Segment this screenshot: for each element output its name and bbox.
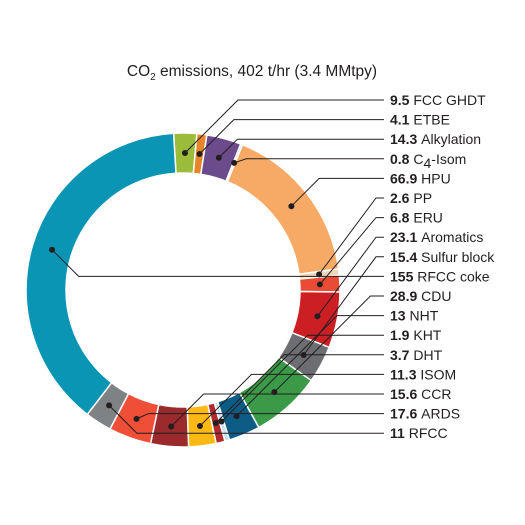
label-nht: 13 NHT xyxy=(390,308,439,324)
label-value: 1.9 xyxy=(390,327,413,343)
label-sulfur-block: 15.4 Sulfur block xyxy=(390,249,495,265)
label-value: 13 xyxy=(390,308,409,324)
leader-line-cdu xyxy=(273,295,384,393)
label-alkylation: 14.3 Alkylation xyxy=(390,131,481,147)
label-c4-isom: 0.8 C4-Isom xyxy=(390,151,466,171)
label-aromatics: 23.1 Aromatics xyxy=(390,229,483,245)
label-etbe: 4.1 ETBE xyxy=(390,112,450,128)
leader-line-eru xyxy=(319,217,384,285)
label-value: 11 xyxy=(390,425,409,441)
label-name: HPU xyxy=(421,170,451,186)
label-name: NHT xyxy=(409,308,438,324)
leader-line-c4-isom xyxy=(234,158,384,164)
label-value: 155 xyxy=(390,268,417,284)
label-name: ISOM xyxy=(420,366,456,382)
label-name: PP xyxy=(413,190,432,206)
label-ards: 17.6 ARDS xyxy=(390,406,460,422)
leader-line-nht xyxy=(236,315,384,417)
chart-title-rest: emissions, 402 t/hr (3.4 MMtpy) xyxy=(156,63,377,80)
leader-line-pp xyxy=(318,197,384,275)
label-name: Alkylation xyxy=(421,131,481,147)
label-name: KHT xyxy=(413,327,441,343)
label-name: RFCC coke xyxy=(417,268,490,284)
donut-ring xyxy=(25,132,341,448)
label-fcc-ghdt: 9.5 FCC GHDT xyxy=(390,92,486,108)
label-value: 9.5 xyxy=(390,92,413,108)
label-cdu: 28.9 CDU xyxy=(390,288,451,304)
leader-line-ards xyxy=(136,413,384,420)
label-value: 28.9 xyxy=(390,288,421,304)
label-name: Sulfur block xyxy=(421,249,495,265)
label-eru: 6.8 ERU xyxy=(390,210,443,226)
label-name: ARDS xyxy=(421,406,460,422)
label-isom: 11.3 ISOM xyxy=(390,366,456,382)
label-name-suffix: -Isom xyxy=(431,151,466,167)
label-name: ETBE xyxy=(413,112,450,128)
label-value: 17.6 xyxy=(390,406,421,422)
leader-line-aromatics xyxy=(317,236,384,317)
slice-rfcc-coke xyxy=(25,132,177,416)
leader-line-rfcc xyxy=(108,404,384,434)
leader-line-fcc-ghdt xyxy=(184,99,384,154)
leader-line-sulfur-block xyxy=(303,256,384,356)
label-value: 0.8 xyxy=(390,151,413,167)
slice-hpu xyxy=(226,143,340,276)
label-value: 4.1 xyxy=(390,112,413,128)
leader-line-kht xyxy=(221,334,384,422)
leader-line-etbe xyxy=(199,119,384,155)
chart-title-subscript: 2 xyxy=(150,72,156,83)
chart-title-main: CO xyxy=(127,63,150,80)
leader-line-rfcc-coke xyxy=(51,249,384,277)
label-value: 66.9 xyxy=(390,170,421,186)
leader-line-alkylation xyxy=(218,138,384,159)
leader-line-isom xyxy=(199,373,384,427)
label-name: C xyxy=(413,151,423,167)
leader-line-hpu xyxy=(291,177,384,207)
label-name: CCR xyxy=(421,386,451,402)
leader-line-dht xyxy=(215,354,384,424)
leader-lines xyxy=(49,99,384,434)
label-name: CDU xyxy=(421,288,451,304)
label-name: FCC GHDT xyxy=(413,92,486,108)
label-value: 23.1 xyxy=(390,229,421,245)
label-kht: 1.9 KHT xyxy=(390,327,442,343)
label-name-subscript: 4 xyxy=(423,155,431,171)
label-rfcc-coke: 155 RFCC coke xyxy=(390,268,490,284)
label-value: 2.6 xyxy=(390,190,413,206)
chart-title: CO2 emissions, 402 t/hr (3.4 MMtpy) xyxy=(127,63,377,83)
label-ccr: 15.6 CCR xyxy=(390,386,451,402)
label-name: ERU xyxy=(413,210,443,226)
leader-line-ccr xyxy=(170,393,384,427)
label-value: 15.4 xyxy=(390,249,421,265)
label-value: 6.8 xyxy=(390,210,413,226)
label-pp: 2.6 PP xyxy=(390,190,432,206)
label-rfcc: 11 RFCC xyxy=(390,425,448,441)
label-name: Aromatics xyxy=(421,229,483,245)
label-name: RFCC xyxy=(409,425,448,441)
label-hpu: 66.9 HPU xyxy=(390,170,451,186)
label-value: 14.3 xyxy=(390,131,421,147)
label-name: DHT xyxy=(413,347,442,363)
label-value: 15.6 xyxy=(390,386,421,402)
label-dht: 3.7 DHT xyxy=(390,347,443,363)
label-value: 11.3 xyxy=(390,366,420,382)
label-value: 3.7 xyxy=(390,347,413,363)
